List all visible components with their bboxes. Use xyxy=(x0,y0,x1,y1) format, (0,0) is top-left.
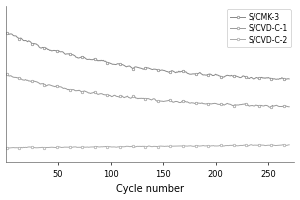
S/CMK-3 xyxy=(48,49,52,52)
S/CVD-C-2 xyxy=(6,147,10,149)
Legend: S/CMK-3, S/CVD-C-1, S/CVD-C-2: S/CMK-3, S/CVD-C-1, S/CVD-C-2 xyxy=(227,9,291,47)
S/CMK-3 xyxy=(167,71,170,73)
S/CMK-3 xyxy=(101,59,105,62)
S/CVD-C-2 xyxy=(199,145,203,147)
S/CMK-3 xyxy=(287,78,291,80)
Line: S/CVD-C-1: S/CVD-C-1 xyxy=(5,73,290,108)
S/CVD-C-1 xyxy=(267,106,271,108)
S/CVD-C-1 xyxy=(287,106,291,108)
S/CMK-3 xyxy=(5,32,8,34)
S/CVD-C-1 xyxy=(80,90,84,93)
S/CMK-3 xyxy=(198,71,202,74)
S/CVD-C-2 xyxy=(103,146,106,148)
S/CVD-C-2 xyxy=(250,143,253,146)
S/CMK-3 xyxy=(15,36,19,38)
S/CVD-C-1 xyxy=(5,73,8,76)
S/CVD-C-1 xyxy=(167,99,170,102)
Line: S/CVD-C-2: S/CVD-C-2 xyxy=(5,143,290,149)
S/CVD-C-1 xyxy=(48,84,52,86)
S/CVD-C-1 xyxy=(198,102,202,104)
S/CMK-3 xyxy=(283,78,287,81)
S/CMK-3 xyxy=(80,55,84,58)
S/CVD-C-1 xyxy=(101,93,105,96)
S/CVD-C-2 xyxy=(5,147,8,149)
Line: S/CMK-3: S/CMK-3 xyxy=(5,32,290,81)
S/CVD-C-2 xyxy=(168,145,171,148)
S/CVD-C-2 xyxy=(16,147,20,149)
S/CVD-C-2 xyxy=(287,144,291,146)
X-axis label: Cycle number: Cycle number xyxy=(116,184,184,194)
S/CVD-C-2 xyxy=(82,146,85,148)
S/CVD-C-2 xyxy=(49,146,52,148)
S/CVD-C-1 xyxy=(15,77,19,79)
